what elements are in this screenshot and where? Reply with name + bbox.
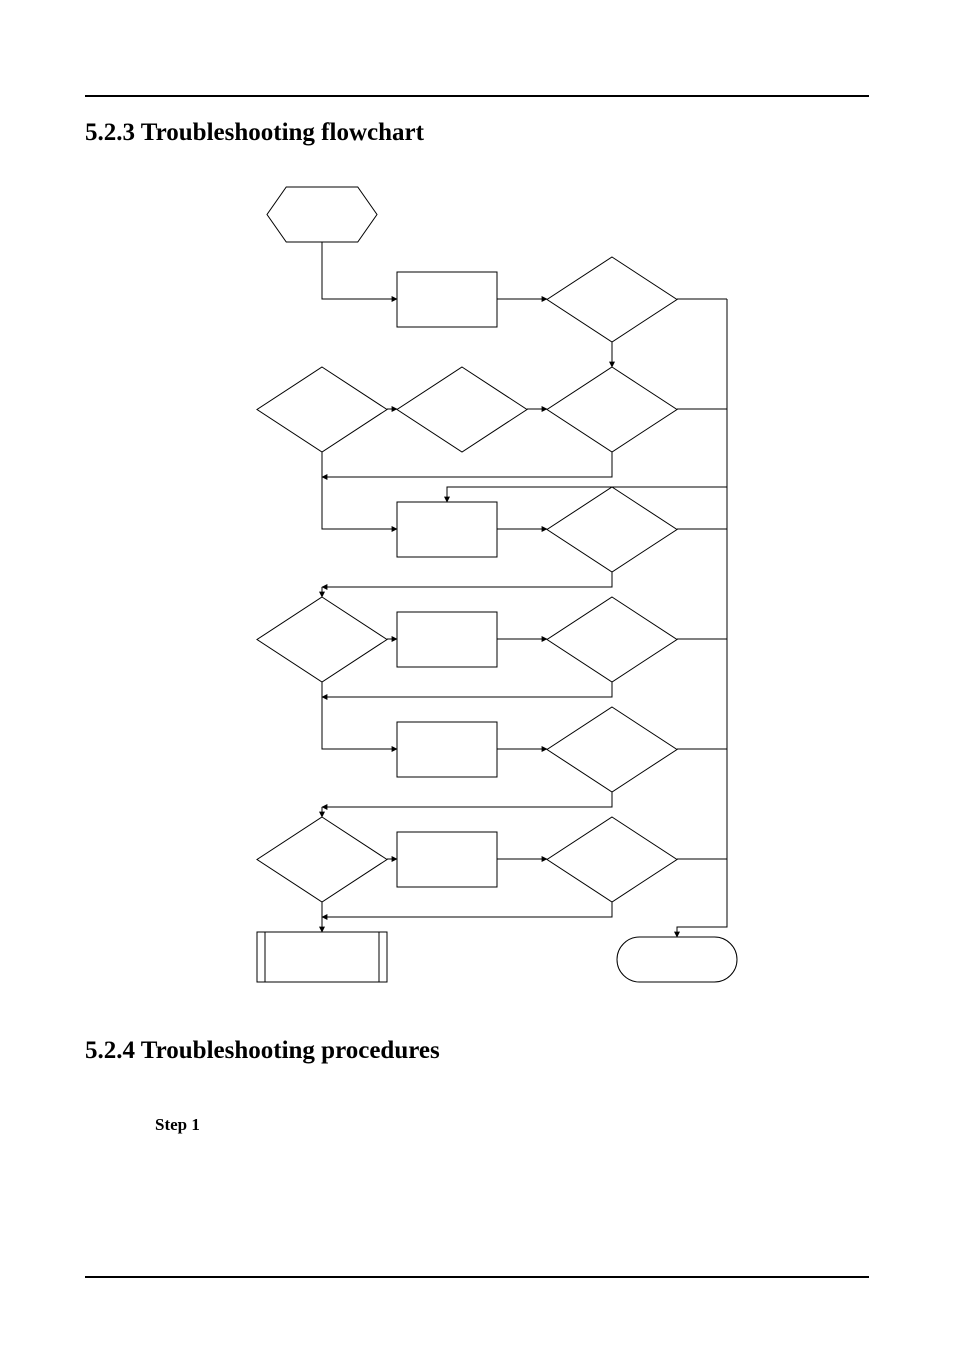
step-1-label: Step 1 xyxy=(155,1115,869,1135)
bottom-rule xyxy=(85,1276,869,1278)
page: 5.2.3 Troubleshooting flowchart 5.2.4 Tr… xyxy=(0,0,954,1350)
section-heading-procedures: 5.2.4 Troubleshooting procedures xyxy=(85,1037,869,1065)
flowchart xyxy=(197,177,757,997)
section-heading-flowchart: 5.2.3 Troubleshooting flowchart xyxy=(85,119,869,147)
flowchart-svg xyxy=(197,177,757,997)
top-rule xyxy=(85,95,869,97)
